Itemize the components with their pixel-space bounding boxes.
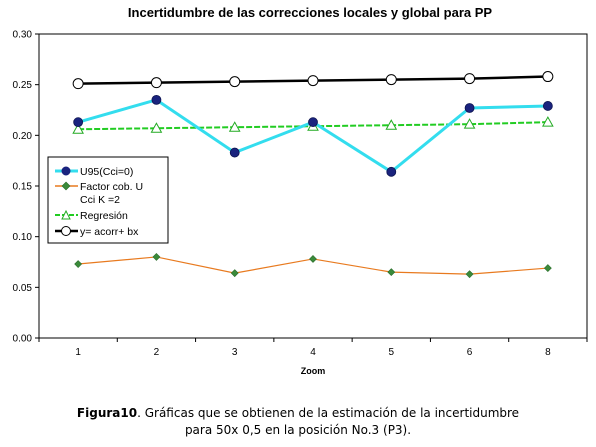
y-tick-label: 0.00 — [13, 334, 33, 345]
data-point-regresion — [542, 116, 554, 127]
x-axis-label: Zoom — [301, 366, 326, 376]
x-axis: 1 2 3 4 5 6 8 — [38, 338, 588, 358]
y-tick-label: 0.10 — [13, 232, 33, 243]
legend: U95(Cci=0) Factor cob. U Cci K =2 Regres… — [47, 156, 169, 244]
data-point-fit — [542, 71, 554, 83]
data-point-regresion — [463, 118, 476, 129]
data-point-fit — [307, 75, 319, 87]
legend-label-u95: U95(Cci=0) — [80, 166, 133, 178]
data-point-factor — [230, 269, 239, 278]
caption-line-1: Figura10. Gráficas que se obtienen de la… — [0, 405, 596, 422]
series-layer — [72, 71, 554, 279]
legend-label-factor-line1: Factor cob. U — [80, 181, 143, 193]
x-tick-label: 1 — [75, 347, 81, 358]
data-point-fit — [385, 74, 397, 86]
x-tick-label: 3 — [232, 347, 238, 358]
data-point-u95 — [386, 166, 397, 177]
caption-label: Figura10 — [76, 406, 138, 420]
x-tick-label: 6 — [467, 347, 473, 358]
legend-item-u95: U95(Cci=0) — [55, 166, 133, 178]
y-tick-label: 0.05 — [13, 283, 33, 294]
x-tick-label: 8 — [545, 347, 551, 358]
x-tick-label: 2 — [154, 347, 160, 358]
data-point-regresion — [228, 121, 241, 132]
x-tick-label: 5 — [389, 347, 395, 358]
chart-title: Incertidumbre de las correcciones locale… — [128, 5, 492, 20]
data-point-u95 — [464, 103, 475, 113]
data-point-fit — [150, 77, 162, 89]
legend-marker-fit — [61, 226, 71, 236]
data-point-regresion — [150, 122, 163, 133]
data-point-u95 — [542, 101, 553, 111]
legend-item-regresion: Regresión — [55, 209, 128, 222]
data-point-u95 — [229, 147, 240, 158]
data-point-u95 — [73, 117, 84, 128]
data-point-fit — [72, 78, 84, 90]
series-fit — [72, 71, 554, 90]
data-point-factor — [309, 255, 317, 263]
legend-item-factor: Factor cob. U Cci K =2 — [55, 181, 143, 206]
legend-label-fit: y= acorr+ bx — [80, 226, 139, 238]
legend-marker-u95 — [61, 166, 71, 176]
data-point-regresion — [72, 123, 84, 134]
caption-text: . Gráficas que se obtienen de la estimac… — [137, 406, 520, 420]
legend-marker-regresion — [61, 209, 71, 220]
data-point-factor — [74, 260, 83, 268]
legend-item-fit: y= acorr+ bx — [55, 226, 139, 238]
series-u95 — [73, 94, 553, 177]
legend-label-factor-line2: Cci K =2 — [80, 194, 120, 206]
figure-caption: Figura10. Gráficas que se obtienen de la… — [0, 405, 596, 439]
y-tick-label: 0.25 — [13, 80, 33, 91]
legend-marker-factor — [61, 181, 71, 191]
y-tick-label: 0.30 — [13, 30, 33, 41]
caption-line-2: para 50x 0,5 en la posición No.3 (P3). — [184, 423, 412, 437]
data-point-factor — [465, 270, 474, 279]
data-point-fit — [229, 76, 241, 88]
legend-label-regresion: Regresión — [80, 210, 128, 222]
data-point-u95 — [308, 117, 318, 128]
data-point-u95 — [151, 94, 162, 105]
series-factor — [74, 253, 552, 279]
data-point-factor — [543, 264, 552, 273]
data-point-regresion — [385, 119, 398, 130]
y-tick-label: 0.15 — [13, 182, 33, 193]
data-point-factor — [387, 268, 396, 277]
x-tick-label: 4 — [310, 347, 316, 358]
y-axis: 0.00 0.05 0.10 0.15 0.20 0.25 0.30 — [13, 30, 39, 345]
data-point-fit — [464, 73, 476, 85]
y-tick-label: 0.20 — [13, 131, 33, 142]
data-point-factor — [152, 253, 161, 261]
